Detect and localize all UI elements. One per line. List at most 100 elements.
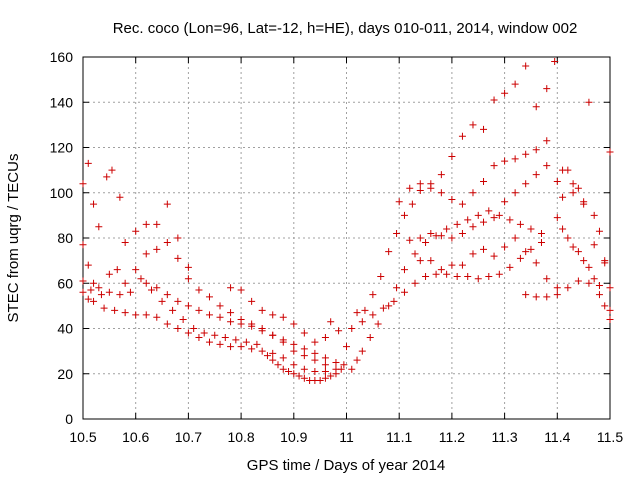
data-point-marker <box>79 277 87 285</box>
data-point-marker <box>453 220 461 228</box>
data-point-marker <box>458 132 466 140</box>
data-point-marker <box>269 331 277 339</box>
data-point-marker <box>132 266 140 274</box>
data-point-marker <box>411 279 419 287</box>
data-point-marker <box>237 343 245 351</box>
data-point-marker <box>253 340 261 348</box>
data-point-marker <box>205 293 213 301</box>
data-point-marker <box>169 306 177 314</box>
data-point-marker <box>321 354 329 362</box>
data-point-marker <box>205 338 213 346</box>
data-point-marker <box>516 254 524 262</box>
chart-title: Rec. coco (Lon=96, Lat=-12, h=HE), days … <box>113 20 578 37</box>
data-point-marker <box>606 306 614 314</box>
data-point-marker <box>469 250 477 258</box>
data-point-marker <box>411 250 419 258</box>
data-point-marker <box>543 85 551 93</box>
data-point-marker <box>532 171 540 179</box>
data-point-marker <box>300 352 308 360</box>
data-point-marker <box>574 277 582 285</box>
data-point-marker <box>437 232 445 240</box>
data-point-marker <box>400 266 408 274</box>
data-point-marker <box>569 243 577 251</box>
data-point-marker <box>522 150 530 158</box>
data-point-marker <box>269 349 277 357</box>
data-point-marker <box>153 220 161 228</box>
data-point-marker <box>216 313 224 321</box>
data-point-marker <box>569 189 577 197</box>
data-point-marker <box>432 270 440 278</box>
y-tick-label: 120 <box>50 140 74 156</box>
data-point-marker <box>300 365 308 373</box>
data-point-marker <box>321 334 329 342</box>
data-point-marker <box>422 272 430 280</box>
data-point-marker <box>142 311 150 319</box>
data-point-marker <box>553 177 561 185</box>
data-point-marker <box>532 293 540 301</box>
data-point-marker <box>269 356 277 364</box>
data-point-marker <box>601 259 609 267</box>
data-point-marker <box>311 367 319 375</box>
data-point-marker <box>103 173 111 181</box>
x-tick-label: 11.3 <box>491 429 517 445</box>
data-point-marker <box>369 311 377 319</box>
data-point-marker <box>453 272 461 280</box>
data-point-marker <box>108 166 116 174</box>
data-point-marker <box>279 365 287 373</box>
x-tick-label: 11.4 <box>544 429 570 445</box>
data-point-marker <box>569 180 577 188</box>
data-point-marker <box>163 200 171 208</box>
data-point-marker <box>522 291 530 299</box>
data-point-marker <box>142 279 150 287</box>
data-point-marker <box>448 196 456 204</box>
data-point-marker <box>84 159 92 167</box>
x-tick-label: 10.5 <box>69 429 96 445</box>
data-point-marker <box>490 252 498 260</box>
data-point-marker <box>195 306 203 314</box>
data-point-marker <box>480 177 488 185</box>
data-point-marker <box>495 270 503 278</box>
data-point-marker <box>516 220 524 228</box>
data-point-marker <box>601 302 609 310</box>
data-point-marker <box>227 343 235 351</box>
data-point-marker <box>142 250 150 258</box>
y-tick-label: 100 <box>50 185 74 201</box>
data-point-marker <box>279 354 287 362</box>
data-point-marker <box>290 370 298 378</box>
data-point-marker <box>116 193 124 201</box>
data-point-marker <box>480 218 488 226</box>
x-tick-label: 11.5 <box>597 429 623 445</box>
x-axis-label: GPS time / Days of year 2014 <box>247 457 445 474</box>
data-point-marker <box>132 227 140 235</box>
data-point-marker <box>532 103 540 111</box>
data-point-marker <box>501 243 509 251</box>
data-point-marker <box>390 297 398 305</box>
data-point-marker <box>595 291 603 299</box>
data-point-marker <box>237 286 245 294</box>
data-point-marker <box>84 295 92 303</box>
y-tick-label: 160 <box>50 49 74 65</box>
data-point-marker <box>111 306 119 314</box>
data-point-marker <box>340 361 348 369</box>
data-point-marker <box>585 98 593 106</box>
data-point-marker <box>290 320 298 328</box>
data-point-marker <box>290 347 298 355</box>
data-point-marker <box>400 211 408 219</box>
data-point-marker <box>559 166 567 174</box>
data-point-marker <box>406 236 414 244</box>
data-point-marker <box>522 180 530 188</box>
data-point-marker <box>501 89 509 97</box>
data-point-marker <box>501 198 509 206</box>
data-point-marker <box>90 279 98 287</box>
data-point-marker <box>343 343 350 351</box>
data-point-marker <box>113 266 121 274</box>
data-point-marker <box>385 302 393 310</box>
data-point-marker <box>427 184 435 192</box>
data-point-marker <box>553 214 561 222</box>
data-point-marker <box>393 229 401 237</box>
data-point-marker <box>311 338 319 346</box>
data-point-marker <box>559 225 567 233</box>
data-point-marker <box>353 309 361 317</box>
data-point-marker <box>163 320 171 328</box>
data-point-marker <box>527 245 535 253</box>
